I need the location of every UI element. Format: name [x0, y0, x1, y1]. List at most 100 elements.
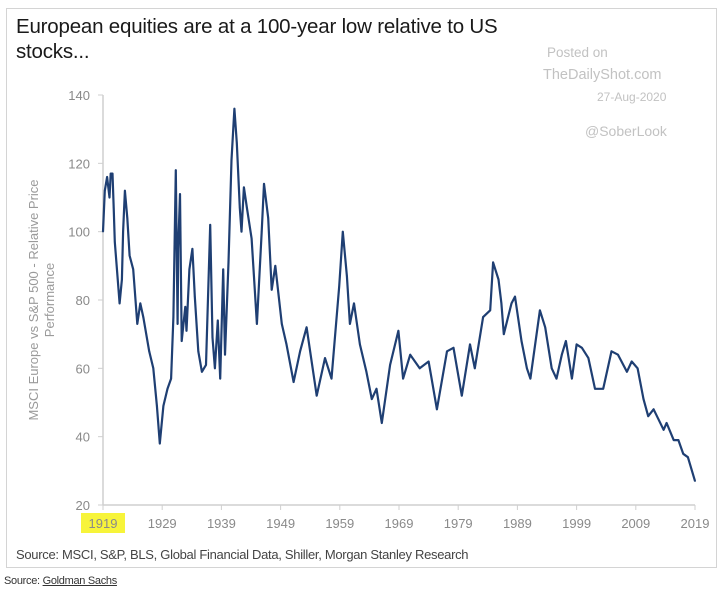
- data-point: [305, 326, 308, 329]
- data-point: [121, 278, 123, 281]
- data-point: [156, 405, 158, 407]
- data-point: [114, 241, 116, 243]
- data-point: [349, 323, 351, 325]
- data-point: [315, 394, 318, 397]
- data-point: [636, 367, 639, 370]
- watermark-handle: @SoberLook: [585, 123, 667, 139]
- data-point: [575, 343, 578, 346]
- data-point: [205, 364, 207, 366]
- inner-source-note: Source: MSCI, S&P, BLS, Global Financial…: [16, 547, 469, 562]
- x-tick-label: 1989: [503, 516, 532, 531]
- data-point: [227, 261, 230, 264]
- data-point: [102, 230, 104, 233]
- data-point: [152, 367, 155, 370]
- watermark-posted-on: Posted on: [547, 45, 608, 60]
- data-point: [250, 237, 253, 240]
- data-point: [430, 377, 433, 380]
- data-point: [497, 278, 500, 281]
- data-point: [235, 142, 238, 144]
- data-point: [694, 480, 696, 482]
- y-axis-label: MSCI Europe vs S&P 500 - Relative PriceP…: [26, 179, 57, 420]
- y-tick-label: 40: [76, 430, 90, 445]
- data-point: [299, 350, 301, 353]
- data-point: [330, 377, 333, 380]
- data-point: [550, 367, 553, 370]
- chart-title: European equities are at a 100-year low …: [16, 15, 498, 63]
- x-tick-highlight: [81, 513, 125, 533]
- data-point: [341, 230, 344, 233]
- data-point: [142, 316, 145, 318]
- goldman-sachs-link[interactable]: Goldman Sachs: [42, 575, 118, 587]
- data-point: [561, 353, 563, 356]
- y-tick-label: 60: [76, 361, 90, 376]
- data-point: [224, 353, 226, 356]
- x-tick-label: 1949: [266, 516, 295, 531]
- x-tick-label: 1929: [148, 516, 177, 531]
- data-point: [630, 360, 633, 363]
- data-point: [529, 377, 532, 380]
- data-point: [124, 189, 126, 192]
- y-axis-label-line1: MSCI Europe vs S&P 500 - Relative Price: [26, 179, 41, 420]
- data-point: [193, 295, 196, 298]
- data-point: [118, 302, 121, 305]
- data-point: [409, 353, 412, 356]
- x-tick-label: 2009: [621, 516, 650, 531]
- data-point: [365, 370, 368, 373]
- data-point: [280, 323, 283, 325]
- x-tick-label: 1999: [562, 516, 591, 531]
- data-point: [539, 309, 541, 312]
- data-point: [214, 367, 216, 370]
- data-point: [260, 230, 263, 233]
- data-point: [594, 388, 596, 390]
- data-point: [682, 452, 684, 455]
- x-tick-label: 1959: [325, 516, 354, 531]
- data-point: [381, 422, 383, 424]
- data-point: [175, 169, 177, 171]
- data-point: [346, 275, 348, 277]
- data-point: [126, 217, 129, 219]
- data-point: [219, 377, 222, 380]
- series-line: [101, 107, 697, 482]
- data-point: [162, 405, 165, 407]
- data-point: [188, 268, 191, 271]
- data-point: [240, 230, 243, 233]
- data-point: [397, 329, 400, 332]
- data-point: [427, 360, 430, 363]
- data-point: [610, 350, 613, 353]
- data-point: [687, 456, 689, 458]
- data-point: [108, 196, 111, 199]
- data-point: [502, 333, 505, 335]
- data-point: [482, 316, 484, 318]
- data-point: [274, 265, 277, 267]
- data-point: [418, 367, 421, 370]
- data-point: [489, 309, 491, 312]
- chart-frame: [6, 8, 717, 568]
- y-tick-label: 120: [68, 156, 90, 171]
- data-point: [389, 364, 391, 366]
- x-tick-label: 1979: [444, 516, 473, 531]
- y-tick-label: 100: [68, 225, 90, 240]
- x-tick-label: 1919: [89, 516, 118, 531]
- data-point: [177, 247, 179, 250]
- data-point: [270, 288, 273, 291]
- data-point: [510, 302, 513, 305]
- data-point: [526, 367, 528, 370]
- x-tick-label: 2019: [681, 516, 710, 531]
- data-point: [672, 439, 675, 441]
- data-point: [436, 408, 438, 411]
- data-point: [185, 329, 188, 332]
- data-point: [662, 429, 665, 431]
- data-point: [359, 343, 361, 346]
- data-point: [338, 285, 341, 288]
- data-point: [375, 388, 378, 390]
- y-axis-label-line2: Performance: [42, 263, 57, 337]
- data-point: [109, 172, 112, 175]
- data-point: [602, 388, 605, 390]
- data-point: [106, 176, 108, 178]
- data-point: [246, 206, 248, 209]
- data-point: [642, 398, 645, 400]
- data-point: [191, 247, 194, 250]
- data-point: [211, 336, 214, 339]
- data-point: [233, 107, 236, 110]
